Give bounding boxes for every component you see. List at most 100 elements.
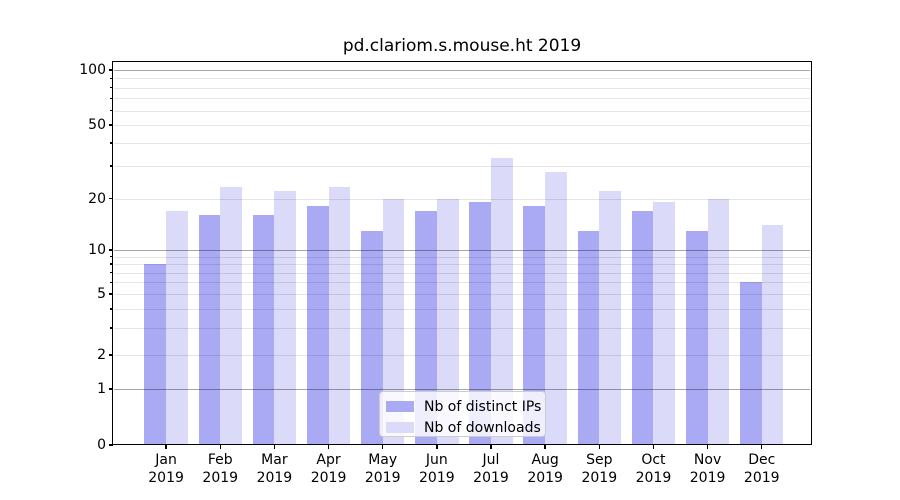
gridline-minor-40 bbox=[114, 142, 810, 144]
gridline-major-10 bbox=[114, 250, 810, 251]
x-tick-year-jan: 2019 bbox=[148, 470, 184, 486]
x-tick-label-may: May 2019 bbox=[351, 451, 415, 487]
y-minortick-70 bbox=[110, 97, 113, 99]
bar-nb-of-distinct-ips-jun bbox=[415, 210, 437, 445]
x-tick-jan bbox=[165, 445, 167, 449]
x-tick-year-jun: 2019 bbox=[419, 470, 455, 486]
bar-nb-of-downloads-sep bbox=[599, 191, 621, 445]
x-tick-dec bbox=[761, 445, 763, 449]
gridline-minor-2 bbox=[114, 355, 810, 356]
legend-label-downloads: Nb of downloads bbox=[424, 419, 541, 436]
y-tick-0 bbox=[108, 444, 113, 446]
legend-swatch-downloads bbox=[386, 422, 414, 433]
y-minortick-7 bbox=[110, 271, 113, 274]
x-tick-year-apr: 2019 bbox=[310, 470, 347, 486]
gridline-minor-9 bbox=[114, 256, 810, 258]
x-tick-year-jul: 2019 bbox=[473, 470, 509, 486]
gridline-minor-5 bbox=[114, 294, 810, 295]
x-tick-year-feb: 2019 bbox=[202, 470, 239, 486]
y-minortick-60 bbox=[110, 109, 113, 112]
gridline-minor-60 bbox=[114, 110, 810, 112]
x-tick-label-oct: Oct 2019 bbox=[621, 451, 685, 487]
bar-nb-of-downloads-dec bbox=[761, 225, 784, 445]
gridline-minor-50 bbox=[114, 125, 810, 126]
x-tick-may bbox=[382, 445, 384, 449]
x-tick-sep bbox=[598, 445, 600, 449]
y-tick-50 bbox=[108, 124, 113, 126]
y-tick-5 bbox=[108, 293, 113, 295]
bar-nb-of-distinct-ips-may bbox=[361, 230, 383, 445]
y-minortick-40 bbox=[110, 142, 113, 144]
y-tick-label-0: 0 bbox=[97, 437, 106, 453]
bar-nb-of-distinct-ips-apr bbox=[306, 206, 329, 445]
gridline-minor-90 bbox=[114, 78, 810, 80]
x-tick-year-nov: 2019 bbox=[689, 470, 726, 486]
bar-nb-of-distinct-ips-nov bbox=[685, 230, 708, 445]
y-tick-20 bbox=[108, 198, 113, 200]
y-tick-label-1: 1 bbox=[97, 381, 106, 397]
y-minortick-30 bbox=[110, 165, 113, 167]
bar-nb-of-distinct-ips-jul bbox=[469, 202, 491, 445]
x-tick-year-mar: 2019 bbox=[256, 470, 293, 486]
y-tick-1 bbox=[108, 388, 113, 390]
x-tick-year-oct: 2019 bbox=[635, 470, 672, 486]
gridline-major-100 bbox=[114, 70, 810, 71]
x-tick-label-apr: Apr 2019 bbox=[297, 451, 361, 487]
x-tick-label-jan: Jan 2019 bbox=[134, 451, 198, 487]
legend-item-distinct-ips: Nb of distinct IPs bbox=[386, 397, 545, 416]
bar-nb-of-downloads-mar bbox=[274, 191, 297, 445]
gridline-minor-20 bbox=[114, 198, 810, 200]
x-tick-label-mar: Mar 2019 bbox=[242, 451, 306, 487]
legend: Nb of distinct IPs Nb of downloads bbox=[379, 391, 546, 437]
y-minortick-4 bbox=[110, 308, 113, 310]
bar-nb-of-distinct-ips-dec bbox=[740, 282, 762, 445]
x-tick-year-sep: 2019 bbox=[581, 470, 618, 486]
bar-nb-of-downloads-oct bbox=[653, 202, 676, 445]
y-minortick-8 bbox=[110, 263, 113, 265]
legend-label-distinct-ips: Nb of distinct IPs bbox=[424, 398, 542, 415]
y-tick-10 bbox=[108, 249, 113, 251]
y-tick-label-50: 50 bbox=[88, 117, 106, 133]
gridline-minor-7 bbox=[114, 272, 810, 274]
x-tick-label-dec: Dec 2019 bbox=[730, 451, 794, 487]
legend-swatch-distinct-ips bbox=[386, 401, 414, 412]
x-tick-aug bbox=[544, 445, 546, 449]
x-tick-label-feb: Feb 2019 bbox=[188, 451, 252, 487]
x-tick-oct bbox=[652, 445, 655, 449]
y-tick-100 bbox=[108, 69, 113, 71]
gridline-minor-8 bbox=[114, 264, 810, 266]
x-tick-jul bbox=[490, 445, 492, 449]
x-tick-label-nov: Nov 2019 bbox=[676, 451, 740, 487]
legend-item-downloads: Nb of downloads bbox=[386, 418, 545, 437]
y-tick-label-5: 5 bbox=[97, 286, 106, 302]
x-tick-nov bbox=[706, 445, 709, 449]
x-tick-jun bbox=[436, 445, 438, 449]
gridline-minor-80 bbox=[114, 87, 810, 89]
bar-nb-of-downloads-aug bbox=[545, 171, 567, 445]
x-tick-mar bbox=[273, 445, 276, 449]
bar-nb-of-distinct-ips-aug bbox=[523, 206, 546, 445]
bar-nb-of-distinct-ips-feb bbox=[198, 215, 221, 445]
gridline-minor-4 bbox=[114, 308, 810, 310]
y-minortick-80 bbox=[110, 87, 113, 89]
y-minortick-9 bbox=[110, 255, 113, 258]
y-tick-label-20: 20 bbox=[88, 190, 106, 207]
gridline-minor-30 bbox=[114, 166, 810, 168]
y-tick-label-100: 100 bbox=[79, 62, 106, 78]
x-tick-year-dec: 2019 bbox=[743, 470, 780, 486]
x-tick-year-may: 2019 bbox=[364, 470, 401, 486]
bar-nb-of-downloads-nov bbox=[707, 198, 730, 445]
gridline-major-1 bbox=[114, 389, 810, 390]
y-minortick-6 bbox=[110, 281, 113, 284]
bar-nb-of-downloads-apr bbox=[328, 187, 351, 445]
x-tick-feb bbox=[219, 445, 221, 449]
bar-nb-of-downloads-jan bbox=[166, 210, 188, 445]
y-minortick-3 bbox=[110, 327, 113, 329]
bar-nb-of-distinct-ips-oct bbox=[631, 210, 654, 445]
y-tick-2 bbox=[108, 354, 113, 356]
y-tick-label-10: 10 bbox=[88, 242, 106, 258]
x-tick-label-jul: Jul 2019 bbox=[459, 451, 523, 487]
bar-nb-of-distinct-ips-sep bbox=[577, 230, 600, 445]
chart-title: pd.clariom.s.mouse.ht 2019 bbox=[342, 36, 582, 56]
